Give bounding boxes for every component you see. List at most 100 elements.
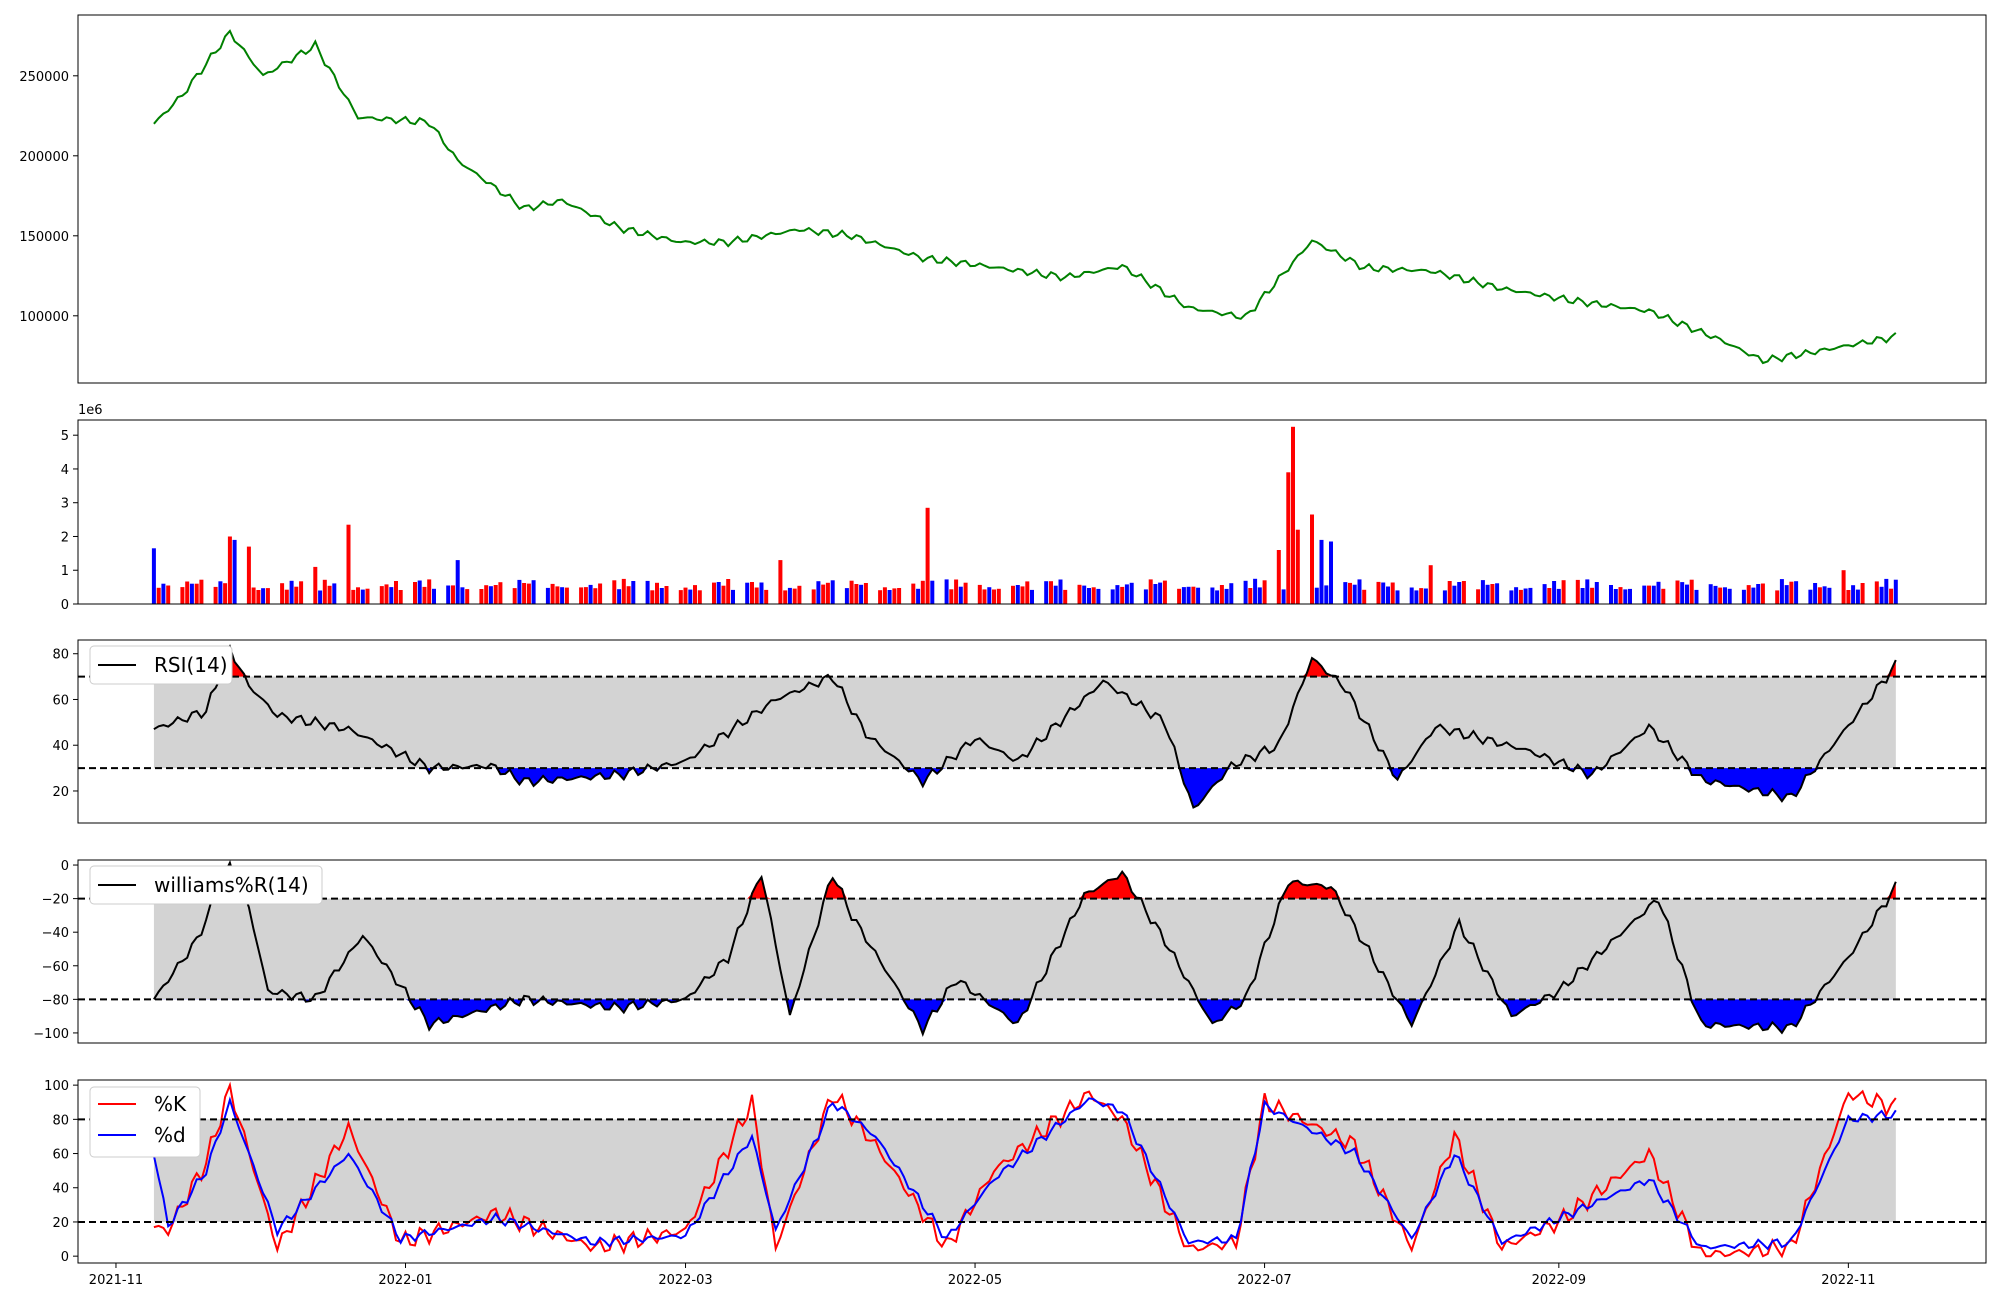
volume-bar <box>246 546 251 604</box>
volume-bar <box>593 588 598 604</box>
volume-bar <box>1855 589 1860 604</box>
volume-bar <box>1495 583 1500 604</box>
volume-bar <box>1419 588 1424 604</box>
volume-bar <box>1362 589 1367 604</box>
williams-overbought-fill <box>153 862 1896 899</box>
volume-bar <box>156 587 161 604</box>
volume-bar <box>1011 585 1015 604</box>
volume-bar <box>493 585 498 604</box>
volume-bar <box>1623 589 1628 604</box>
volume-bar <box>1789 581 1794 604</box>
volume-bar <box>560 587 565 604</box>
volume-bar <box>185 581 190 604</box>
volume-bar <box>555 586 560 604</box>
volume-bar <box>1727 588 1732 604</box>
volume-bar <box>897 588 902 604</box>
volume-bar <box>944 579 949 604</box>
volume-bar <box>1846 590 1851 604</box>
volume-bar <box>1248 588 1253 604</box>
volume-bar <box>256 590 261 604</box>
volume-bar <box>1561 580 1566 604</box>
volume-bar <box>1822 586 1827 604</box>
volume-bar <box>655 582 659 604</box>
volume-bar <box>759 582 764 604</box>
x-tick-label: 2022-03 <box>658 1273 712 1288</box>
volume-bar <box>531 580 536 604</box>
y-tick-label: 100 <box>44 1079 69 1094</box>
volume-bar <box>1310 514 1314 604</box>
y-tick-label: −40 <box>42 926 69 941</box>
volume-bar <box>1276 550 1281 604</box>
volume-bar <box>664 586 669 604</box>
volume-bar <box>916 588 921 604</box>
volume-bar <box>432 588 436 604</box>
volume-bar <box>1509 590 1514 604</box>
volume-bar <box>816 581 821 604</box>
volume-bar <box>1257 587 1262 604</box>
volume-bar <box>1390 582 1395 604</box>
volume-bar <box>479 589 484 604</box>
y-tick-label: 200000 <box>19 150 69 165</box>
volume-bar <box>232 539 237 604</box>
volume-bar <box>1409 587 1414 604</box>
volume-bar <box>1642 585 1647 604</box>
volume-bar <box>1718 587 1723 604</box>
volume-bar <box>1490 584 1495 604</box>
volume-bar <box>1376 581 1381 604</box>
volume-bar <box>1091 587 1096 604</box>
volume-bar <box>1110 589 1115 604</box>
volume-bar <box>1295 529 1300 604</box>
stochastic-legend-d: %d <box>154 1123 186 1147</box>
volume-bar <box>1386 586 1390 604</box>
y-tick-label: 100000 <box>19 310 69 325</box>
y-tick-label: 20 <box>52 1216 69 1231</box>
volume-bar <box>631 581 636 604</box>
x-tick-label: 2022-11 <box>1821 1273 1875 1288</box>
rsi-legend: RSI(14) <box>89 645 233 685</box>
y-tick-label: 60 <box>52 693 69 708</box>
volume-bar <box>1428 565 1433 604</box>
volume-bar <box>1153 584 1158 604</box>
volume-bar <box>787 587 792 604</box>
volume-bar <box>1314 587 1319 604</box>
volume-bar <box>1348 582 1352 604</box>
volume-bar <box>1423 588 1428 604</box>
volume-bar <box>1286 472 1291 604</box>
volume-bar <box>958 586 963 604</box>
y-tick-label: 40 <box>52 1182 69 1197</box>
price-panel <box>77 14 1987 384</box>
volume-bar <box>1756 584 1761 604</box>
volume-bar <box>1324 585 1329 604</box>
volume-bar <box>1884 578 1889 604</box>
volume-bar <box>455 560 460 604</box>
y-tick-label: −60 <box>42 960 69 975</box>
volume-bar <box>1148 579 1153 604</box>
volume-bar <box>1329 541 1333 604</box>
volume-bar <box>1779 579 1784 604</box>
volume-bar <box>446 585 451 604</box>
volume-bar <box>1224 588 1229 604</box>
volume-bar <box>294 586 299 604</box>
volume-bar <box>261 588 266 604</box>
volume-bar <box>1343 582 1348 604</box>
volume-bar <box>346 524 351 604</box>
y-tick-label: −80 <box>42 993 69 1008</box>
volume-bar <box>360 589 365 604</box>
volume-bar <box>1594 582 1599 604</box>
y-tick-label: 60 <box>52 1148 69 1163</box>
volume-bar <box>460 587 465 604</box>
volume-bar <box>1352 584 1357 604</box>
volume-bar <box>564 587 569 604</box>
volume-bar <box>1053 585 1058 604</box>
y-tick-label: 20 <box>52 785 69 800</box>
volume-bar <box>1087 588 1091 604</box>
volume-bar <box>792 588 797 604</box>
volume-bar <box>1741 589 1746 604</box>
volume-bar <box>1124 584 1129 604</box>
volume-bar <box>863 583 868 604</box>
volume-bar <box>821 584 826 604</box>
volume-bar <box>1860 583 1865 604</box>
volume-bar <box>284 589 289 604</box>
volume-bar <box>650 590 655 604</box>
